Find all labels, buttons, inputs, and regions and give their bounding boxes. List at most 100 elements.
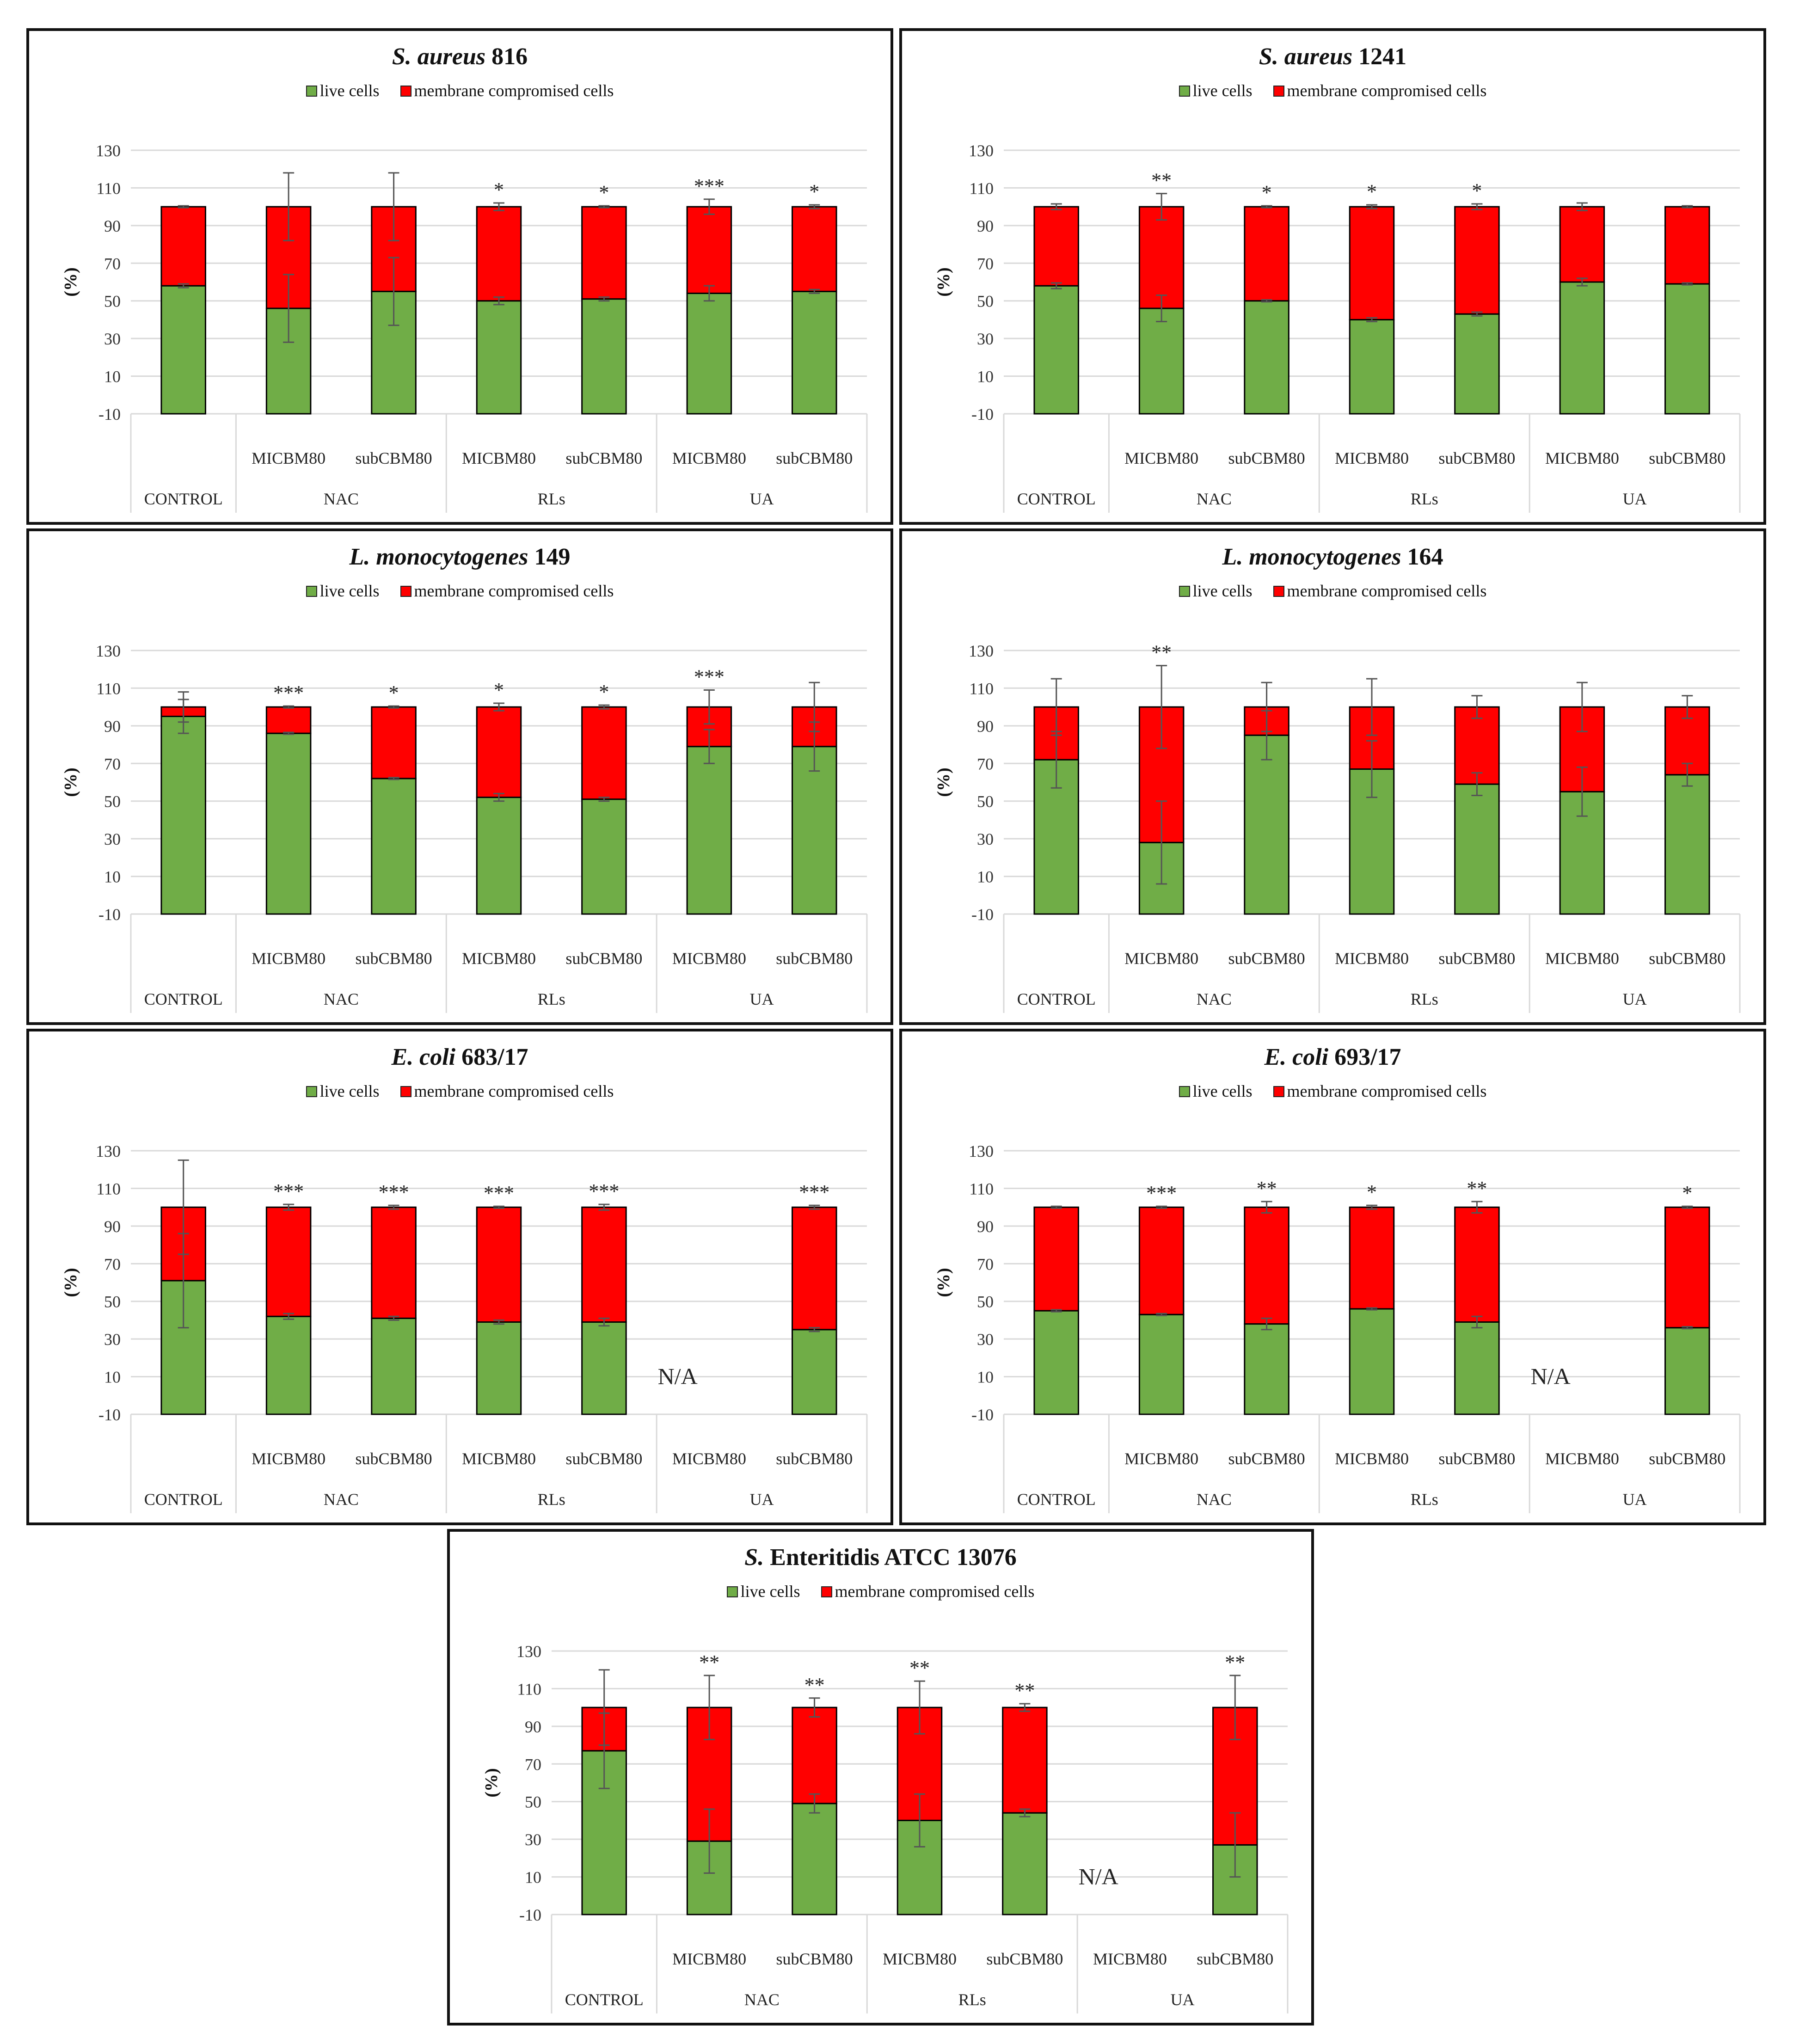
group-label: UA [750,490,774,508]
bar-live [1244,1323,1289,1415]
bar-live [1664,1327,1710,1415]
significance-marker: *** [273,1180,304,1203]
group-label: UA [750,1490,774,1509]
bar-compromised [1664,1206,1710,1329]
y-tick-label: 110 [969,1179,994,1198]
category-label: MICBM80 [1335,949,1409,968]
legend-swatch-live [726,1586,738,1597]
legend-swatch-live [306,1086,317,1097]
y-tick-label: 90 [977,217,994,235]
legend-swatch-live [1179,585,1190,597]
group-label: NAC [1197,490,1232,508]
y-tick-label: 110 [96,179,121,197]
bar-compromised [265,1206,312,1317]
significance-marker: *** [694,666,725,688]
y-tick-label: 50 [977,1293,994,1311]
y-tick-label: 130 [969,642,994,660]
category-label: subCBM80 [356,949,432,968]
y-tick-label: 130 [516,1642,541,1661]
plot-area: 130 110 90 70 50 30 10 -10 (%) CONTROL NAC RLs UA MIC… [934,1142,1741,1513]
bar-compromised [792,206,837,292]
significance-marker: * [389,681,399,704]
bar-live [1033,1310,1079,1415]
bar-live [792,290,837,415]
bar-compromised [476,206,522,302]
significance-marker: *** [694,175,725,197]
bar-compromised [476,706,522,798]
y-tick-label: 30 [977,330,994,348]
bar-compromised [1033,206,1079,287]
group-label: RLs [538,990,565,1008]
y-tick-label: 70 [104,1255,121,1273]
group-label: CONTROL [565,1990,644,2009]
bar-compromised [1244,1206,1289,1325]
group-label: CONTROL [144,990,223,1008]
category-label: subCBM80 [565,449,642,467]
group-label: CONTROL [144,490,223,508]
y-tick-label: 50 [525,1793,541,1811]
chart-panel-s-enteritidis: S. Enteritidis ATCC 13076 live cells mem… [447,1529,1314,2026]
y-tick-label: 130 [96,141,121,160]
bar-live [581,298,627,415]
significance-marker: ** [804,1674,825,1696]
na-label: N/A [1531,1363,1571,1389]
legend-live: live cells [1179,1081,1253,1101]
category-label: subCBM80 [565,1449,642,1468]
legend-compromised: membrane compromised cells [400,1081,614,1101]
bar-compromised [686,206,732,294]
bar-live [792,746,837,915]
group-label: NAC [1197,990,1232,1008]
category-label: subCBM80 [1438,449,1515,467]
legend-compromised: membrane compromised cells [400,81,614,100]
legend-swatch-compromised [400,85,411,97]
category-label: subCBM80 [356,1449,432,1468]
category-label: MICBM80 [1335,1449,1409,1468]
category-label: MICBM80 [1124,1449,1198,1468]
group-label: RLs [1411,990,1438,1008]
chart-panel-e-coli-693-17: E. coli 693/17 live cells membrane compr… [899,1029,1766,1525]
group-label: UA [1171,1990,1195,2009]
legend-swatch-compromised [1273,585,1284,597]
y-tick-label: 110 [96,679,121,698]
plot-area: 130 110 90 70 50 30 10 -10 (%) CONTROL NAC RLs UA MIC… [61,1142,868,1513]
bar-live [476,1321,522,1415]
bar-compromised [371,706,417,780]
bar-live [1559,281,1605,415]
y-tick-label: 70 [977,254,994,273]
legend-swatch-compromised [1273,85,1284,97]
y-tick-label: 110 [517,1680,541,1698]
y-tick-label: 50 [977,292,994,311]
category-label: MICBM80 [1124,949,1198,968]
category-label: subCBM80 [776,449,853,467]
bar-compromised [1138,206,1185,309]
legend-live: live cells [306,581,380,601]
group-label: NAC [324,1490,359,1509]
bar-live [1454,783,1500,915]
group-label: CONTROL [1017,1490,1096,1509]
legend-swatch-compromised [1273,1086,1284,1097]
legend-swatch-live [306,585,317,597]
chart-title: S. aureus 816 [392,43,528,70]
y-tick-label: -10 [98,905,121,924]
y-tick-label: 90 [977,1217,994,1236]
category-label: subCBM80 [1649,1449,1725,1468]
chart-panel-s-aureus-1241: S. aureus 1241 live cells membrane compr… [899,28,1766,525]
significance-marker: * [1682,1182,1692,1204]
chart-title: E. coli 683/17 [391,1044,528,1070]
category-label: subCBM80 [1228,449,1305,467]
y-tick-label: 110 [969,179,994,197]
significance-marker: * [1262,181,1272,204]
chart-title: E. coli 693/17 [1264,1044,1401,1070]
bar-compromised [371,1206,417,1319]
bar-live [581,1750,627,1915]
category-label: subCBM80 [1649,449,1725,467]
category-label: MICBM80 [252,1449,325,1468]
group-label: CONTROL [1017,490,1096,508]
legend-swatch-compromised [400,1086,411,1097]
legend-swatch-live [306,85,317,97]
bar-live [1002,1812,1048,1915]
y-tick-label: 30 [104,1330,121,1349]
bar-live [476,300,522,415]
bar-live [160,716,206,915]
category-label: MICBM80 [1545,449,1619,467]
